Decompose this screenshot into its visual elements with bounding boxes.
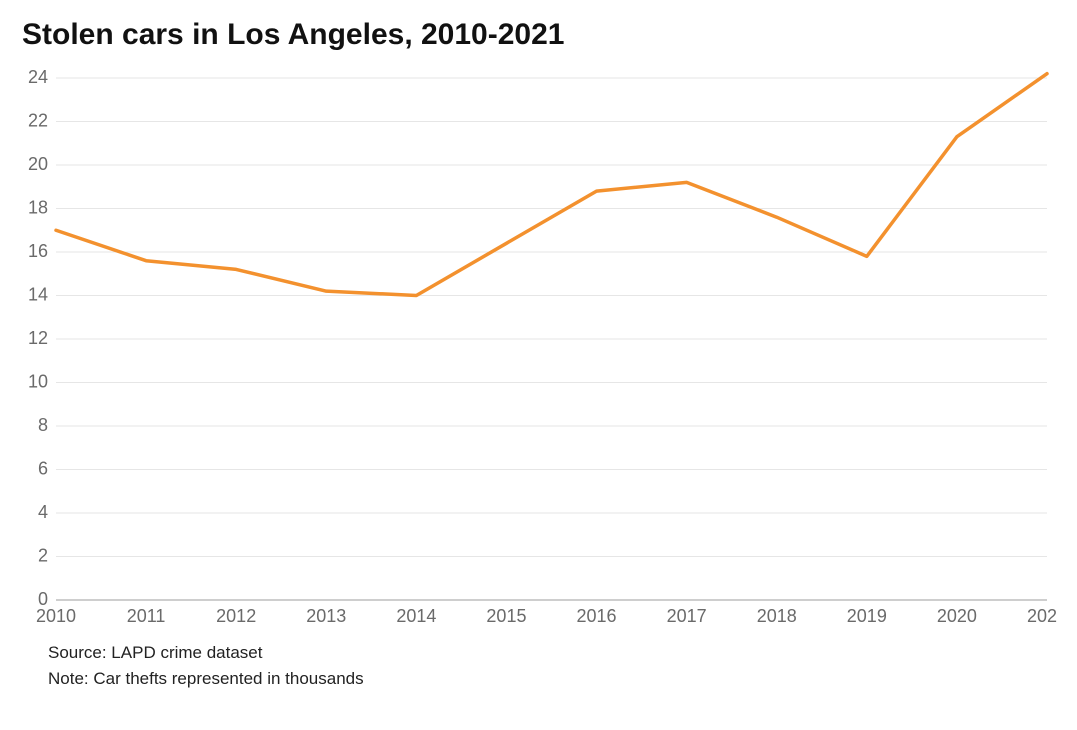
x-tick-label: 2020	[937, 606, 977, 626]
y-tick-label: 18	[28, 197, 48, 217]
footer-source: Source: LAPD crime dataset	[48, 640, 1057, 666]
y-tick-label: 6	[38, 458, 48, 478]
x-tick-label: 2016	[577, 606, 617, 626]
y-tick-label: 24	[28, 67, 48, 87]
y-tick-label: 10	[28, 371, 48, 391]
y-tick-label: 12	[28, 328, 48, 348]
chart-plot-area: 0246810121416182022242010201120122013201…	[20, 60, 1057, 630]
x-tick-label: 2018	[757, 606, 797, 626]
y-tick-label: 20	[28, 154, 48, 174]
line-chart-svg: 0246810121416182022242010201120122013201…	[20, 60, 1057, 630]
chart-footer: Source: LAPD crime dataset Note: Car the…	[48, 640, 1057, 691]
x-tick-label: 2021	[1027, 606, 1057, 626]
x-tick-label: 2012	[216, 606, 256, 626]
y-tick-label: 22	[28, 110, 48, 130]
x-tick-label: 2010	[36, 606, 76, 626]
x-tick-label: 2014	[396, 606, 436, 626]
x-tick-label: 2015	[486, 606, 526, 626]
y-tick-label: 8	[38, 415, 48, 435]
y-tick-label: 4	[38, 502, 48, 522]
y-tick-label: 14	[28, 284, 48, 304]
y-tick-label: 2	[38, 545, 48, 565]
data-line	[56, 74, 1047, 296]
y-tick-label: 16	[28, 241, 48, 261]
footer-note: Note: Car thefts represented in thousand…	[48, 666, 1057, 692]
chart-container: Stolen cars in Los Angeles, 2010-2021 02…	[0, 0, 1077, 730]
x-tick-label: 2011	[127, 606, 166, 626]
x-tick-label: 2013	[306, 606, 346, 626]
chart-title: Stolen cars in Los Angeles, 2010-2021	[22, 18, 1057, 52]
x-tick-label: 2017	[667, 606, 707, 626]
x-tick-label: 2019	[847, 606, 887, 626]
